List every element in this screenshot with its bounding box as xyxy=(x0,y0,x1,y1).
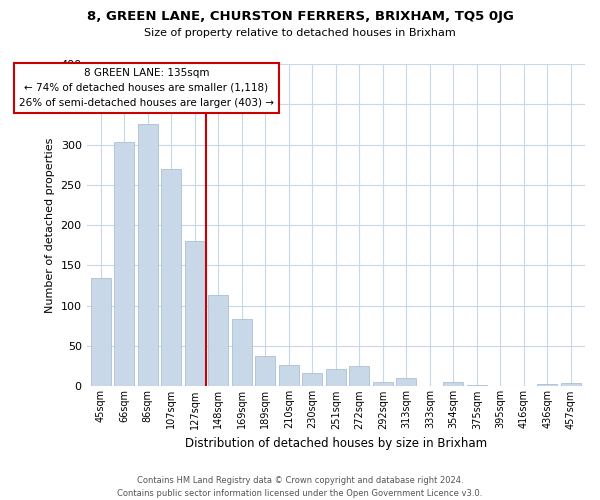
Bar xyxy=(349,366,369,386)
Y-axis label: Number of detached properties: Number of detached properties xyxy=(45,138,55,313)
Bar xyxy=(161,169,181,386)
Bar xyxy=(185,242,205,386)
X-axis label: Distribution of detached houses by size in Brixham: Distribution of detached houses by size … xyxy=(185,437,487,450)
Bar xyxy=(538,384,557,386)
Text: 8, GREEN LANE, CHURSTON FERRERS, BRIXHAM, TQ5 0JG: 8, GREEN LANE, CHURSTON FERRERS, BRIXHAM… xyxy=(86,10,514,23)
Bar xyxy=(302,372,322,386)
Bar xyxy=(255,356,275,386)
Bar xyxy=(208,296,228,386)
Bar xyxy=(397,378,416,386)
Bar xyxy=(443,382,463,386)
Bar xyxy=(114,142,134,386)
Text: Size of property relative to detached houses in Brixham: Size of property relative to detached ho… xyxy=(144,28,456,38)
Bar xyxy=(373,382,393,386)
Bar xyxy=(279,364,299,386)
Text: Contains HM Land Registry data © Crown copyright and database right 2024.
Contai: Contains HM Land Registry data © Crown c… xyxy=(118,476,482,498)
Bar xyxy=(467,385,487,386)
Bar xyxy=(561,383,581,386)
Bar xyxy=(138,124,158,386)
Bar xyxy=(326,368,346,386)
Bar xyxy=(91,278,110,386)
Bar xyxy=(232,320,252,386)
Text: 8 GREEN LANE: 135sqm
← 74% of detached houses are smaller (1,118)
26% of semi-de: 8 GREEN LANE: 135sqm ← 74% of detached h… xyxy=(19,68,274,108)
